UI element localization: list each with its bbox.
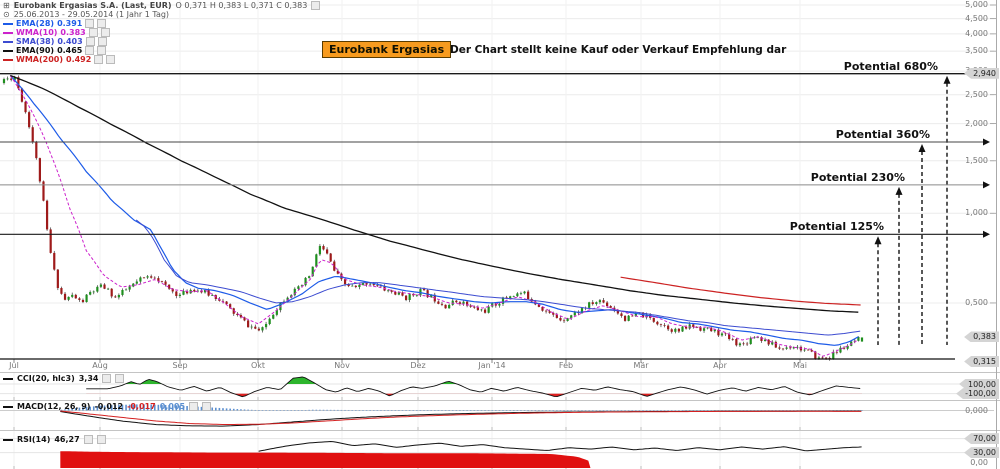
ohlc-values: O 0,371 H 0,383 L 0,371 C 0,383 (175, 1, 308, 10)
y-axis-tick-label: 1,500 (965, 155, 988, 165)
indicator-value: 0.403 (57, 37, 83, 46)
month-label: Mai (792, 361, 808, 370)
panel-settings-button[interactable] (189, 402, 199, 411)
macd-panel-legend[interactable]: MACD(12, 26, 9) -0,012 -0,017 0,005 (3, 402, 212, 411)
legend-row-ema28[interactable]: EMA(28) 0.391 (3, 19, 107, 28)
instrument-badge: Eurobank Ergasias (322, 41, 452, 58)
ema90-swatch (3, 49, 13, 52)
rsi-label: RSI(14) (17, 435, 51, 444)
month-label: Okt (250, 361, 266, 370)
panel-settings-button[interactable] (102, 374, 112, 383)
legend-row-wma10[interactable]: WMA(10) 0.383 (3, 28, 110, 37)
cci-swatch (3, 377, 13, 380)
month-label: Jan '14 (478, 361, 506, 370)
rsi-panel-legend[interactable]: RSI(14) 46,27 (3, 435, 106, 444)
sma38-swatch (3, 40, 13, 43)
macd-signal-value: -0,017 (127, 402, 156, 411)
rsi-value: 46,27 (54, 435, 80, 444)
indicator-close-button[interactable] (106, 55, 116, 64)
potential-680-label: Potential 680% (843, 60, 938, 73)
price-tag: 0,315 (964, 356, 999, 367)
indicator-settings-button[interactable] (94, 55, 104, 64)
date-range: 25.06.2013 - 29.05.2014 (1 Jahr 1 Tag) (13, 10, 170, 19)
month-label: Mär (633, 361, 649, 370)
month-label: Feb (558, 361, 574, 370)
y-axis-tick-label: 2,000 (965, 118, 988, 128)
instrument-icon: ⊞ (3, 1, 10, 10)
instrument-title-row: ⊞ Eurobank Ergasias S.A. (Last, EUR) O 0… (3, 1, 321, 10)
panel-close-button[interactable] (96, 435, 106, 444)
month-label: Jul (9, 361, 19, 370)
indicator-close-button[interactable] (97, 46, 107, 55)
macd-zero-label: 0,000 (965, 406, 988, 415)
indicator-label: EMA(90) (16, 46, 55, 55)
macd-hist-value: 0,005 (159, 402, 186, 411)
wma200-swatch (3, 58, 13, 61)
legend-row-sma38[interactable]: SMA(38) 0.403 (3, 37, 107, 46)
y-axis-tick-label: 4,000 (965, 28, 988, 38)
cci-upper-tag: 100,00 (959, 378, 999, 390)
y-axis-tick-label: 2,500 (965, 89, 988, 99)
indicator-close-button[interactable] (100, 28, 110, 37)
macd-value: -0,012 (94, 402, 124, 411)
rsi-swatch (3, 438, 13, 441)
legend-row-ema90[interactable]: EMA(90) 0.465 (3, 46, 107, 55)
legend-row-wma200[interactable]: WMA(200) 0.492 (3, 55, 116, 64)
indicator-settings-button[interactable] (88, 28, 98, 37)
title-settings-button[interactable] (311, 1, 321, 10)
y-axis-tick-label: 1,000 (965, 208, 988, 218)
disclaimer-text: Der Chart stellt keine Kauf oder Verkauf… (450, 44, 787, 56)
price-tag: 2,940 (964, 67, 999, 79)
potential-125-label: Potential 125% (789, 220, 884, 233)
rsi-lower-tag: 30,00 (964, 447, 999, 459)
indicator-value: 0.465 (57, 46, 83, 55)
y-axis-tick-label: 5,000 (965, 0, 988, 9)
indicator-label: WMA(10) (16, 28, 58, 37)
month-label: Apr (713, 361, 727, 370)
indicator-label: SMA(38) (16, 37, 55, 46)
indicator-settings-button[interactable] (85, 46, 95, 55)
panel-settings-button[interactable] (83, 435, 93, 444)
month-label: Dez (410, 361, 426, 370)
y-axis-tick-label: 0,500 (965, 297, 988, 307)
instrument-name: Eurobank Ergasias S.A. (Last, EUR) (13, 1, 172, 10)
month-label: Nov (334, 361, 350, 370)
macd-label: MACD(12, 26, 9) (17, 402, 91, 411)
y-axis-tick-label: 4,500 (965, 13, 988, 23)
month-label: Aug (92, 361, 108, 370)
price-tag: 0,383 (964, 331, 999, 343)
panel-close-button[interactable] (202, 402, 212, 411)
ema28-swatch (3, 22, 13, 25)
indicator-value: 0.492 (66, 55, 92, 64)
potential-360-label: Potential 360% (835, 128, 930, 141)
indicator-close-button[interactable] (97, 19, 107, 28)
indicator-value: 0.383 (60, 28, 86, 37)
rsi-upper-tag: 70,00 (964, 433, 999, 445)
indicator-value: 0.391 (57, 19, 83, 28)
indicator-settings-button[interactable] (85, 37, 95, 46)
cci-panel-legend[interactable]: CCI(20, hlc3) 3,34 (3, 374, 125, 383)
indicator-settings-button[interactable] (85, 19, 95, 28)
rsi-zero-label: 0,00 (970, 458, 988, 467)
cci-lower-tag: -100,00 (956, 388, 999, 400)
indicator-label: WMA(200) (16, 55, 63, 64)
y-axis-tick-label: 3,500 (965, 46, 988, 56)
month-label: Sep (172, 361, 188, 370)
indicator-label: EMA(28) (16, 19, 55, 28)
potential-230-label: Potential 230% (810, 171, 905, 184)
panel-close-button[interactable] (115, 374, 125, 383)
indicator-close-button[interactable] (97, 37, 107, 46)
cci-label: CCI(20, hlc3) (17, 374, 75, 383)
clock-icon: ⊙ (3, 10, 10, 19)
date-range-row: ⊙ 25.06.2013 - 29.05.2014 (1 Jahr 1 Tag) (3, 10, 169, 19)
macd-swatch (3, 405, 13, 408)
cci-value: 3,34 (78, 374, 99, 383)
wma10-swatch (3, 31, 13, 34)
